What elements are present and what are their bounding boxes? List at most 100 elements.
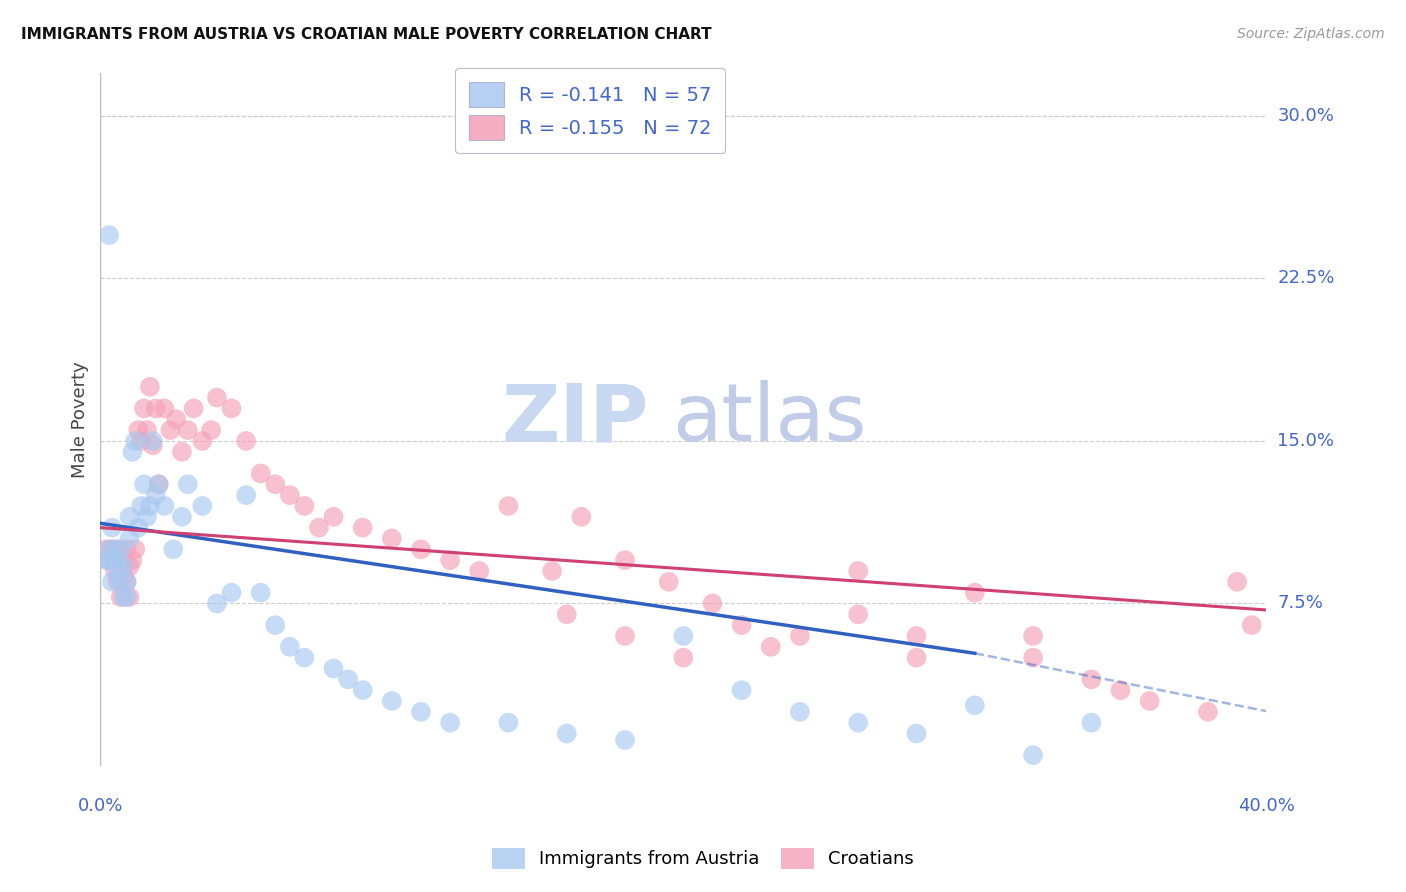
Point: [614, 733, 637, 747]
Point: [292, 650, 315, 665]
Point: [104, 553, 127, 567]
Point: [98, 228, 121, 243]
Point: [110, 574, 132, 589]
Point: [1139, 694, 1161, 708]
Point: [322, 661, 344, 675]
Point: [112, 559, 135, 574]
Point: [1197, 705, 1219, 719]
Point: [352, 521, 374, 535]
Point: [115, 590, 138, 604]
Legend: R = -0.141   N = 57, R = -0.155   N = 72: R = -0.141 N = 57, R = -0.155 N = 72: [456, 69, 725, 153]
Point: [409, 705, 432, 719]
Point: [264, 477, 287, 491]
Point: [112, 568, 135, 582]
Point: [1109, 683, 1132, 698]
Point: [129, 434, 152, 448]
Point: [789, 705, 811, 719]
Point: [136, 423, 159, 437]
Point: [905, 650, 928, 665]
Point: [107, 553, 129, 567]
Point: [614, 629, 637, 643]
Point: [672, 629, 695, 643]
Point: [118, 532, 141, 546]
Point: [759, 640, 782, 654]
Point: [118, 559, 141, 574]
Point: [789, 629, 811, 643]
Point: [148, 477, 170, 491]
Point: [145, 488, 167, 502]
Text: atlas: atlas: [672, 380, 866, 458]
Point: [101, 521, 124, 535]
Point: [148, 477, 170, 491]
Point: [132, 401, 155, 416]
Point: [730, 618, 752, 632]
Point: [104, 542, 127, 557]
Point: [101, 542, 124, 557]
Point: [127, 423, 149, 437]
Point: [165, 412, 187, 426]
Point: [107, 542, 129, 557]
Point: [139, 380, 162, 394]
Point: [249, 467, 271, 481]
Point: [555, 607, 578, 622]
Point: [104, 553, 127, 567]
Point: [127, 521, 149, 535]
Point: [162, 542, 184, 557]
Text: IMMIGRANTS FROM AUSTRIA VS CROATIAN MALE POVERTY CORRELATION CHART: IMMIGRANTS FROM AUSTRIA VS CROATIAN MALE…: [21, 27, 711, 42]
Point: [124, 542, 146, 557]
Point: [159, 423, 181, 437]
Point: [112, 590, 135, 604]
Point: [205, 391, 228, 405]
Point: [200, 423, 222, 437]
Text: ZIP: ZIP: [501, 380, 648, 458]
Point: [569, 509, 592, 524]
Legend: Immigrants from Austria, Croatians: Immigrants from Austria, Croatians: [485, 840, 921, 876]
Point: [121, 444, 143, 458]
Text: 15.0%: 15.0%: [1278, 432, 1334, 450]
Point: [191, 499, 214, 513]
Point: [124, 434, 146, 448]
Point: [136, 509, 159, 524]
Point: [129, 499, 152, 513]
Point: [183, 401, 205, 416]
Point: [153, 499, 176, 513]
Point: [1022, 650, 1045, 665]
Point: [1080, 673, 1102, 687]
Point: [352, 683, 374, 698]
Point: [614, 553, 637, 567]
Point: [115, 574, 138, 589]
Point: [132, 477, 155, 491]
Text: 30.0%: 30.0%: [1278, 107, 1334, 125]
Point: [905, 726, 928, 740]
Point: [110, 553, 132, 567]
Point: [1022, 748, 1045, 763]
Point: [98, 542, 121, 557]
Point: [439, 715, 461, 730]
Point: [98, 553, 121, 567]
Point: [235, 488, 257, 502]
Point: [381, 532, 404, 546]
Point: [177, 477, 200, 491]
Point: [278, 640, 301, 654]
Point: [139, 499, 162, 513]
Text: 0.0%: 0.0%: [77, 797, 124, 814]
Point: [541, 564, 564, 578]
Point: [1080, 715, 1102, 730]
Point: [308, 521, 330, 535]
Point: [96, 553, 118, 567]
Text: 7.5%: 7.5%: [1278, 594, 1323, 613]
Point: [963, 585, 986, 599]
Point: [381, 694, 404, 708]
Point: [498, 499, 520, 513]
Text: Source: ZipAtlas.com: Source: ZipAtlas.com: [1237, 27, 1385, 41]
Point: [672, 650, 695, 665]
Point: [905, 629, 928, 643]
Point: [177, 423, 200, 437]
Text: 22.5%: 22.5%: [1278, 269, 1334, 287]
Point: [118, 509, 141, 524]
Point: [1240, 618, 1263, 632]
Point: [112, 553, 135, 567]
Point: [110, 590, 132, 604]
Point: [115, 542, 138, 557]
Point: [555, 726, 578, 740]
